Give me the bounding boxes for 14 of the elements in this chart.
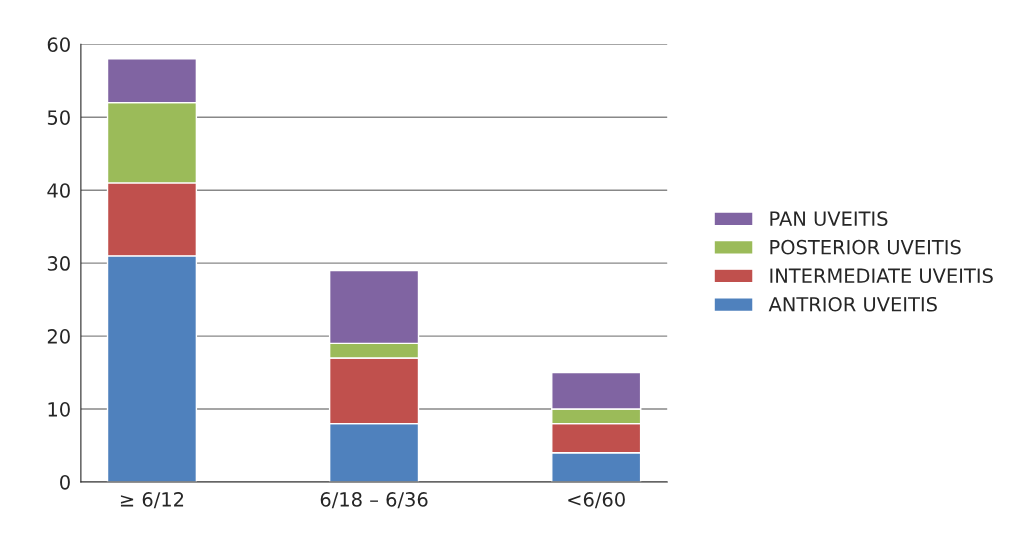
y-tick-label: 10 [48,401,70,417]
y-tick-label: 50 [47,110,70,125]
x-tick-label: 6/18 – 6/36 [320,492,428,509]
y-tick-label: 40 [47,183,70,198]
legend-label: POSTERIOR UVEITIS [770,239,961,255]
y-tick-label: 30 [47,256,70,271]
legend-label: INTERMEDIATE UVEITIS [770,268,993,284]
legend-label: PAN UVEITIS [770,211,888,226]
legend-label: ANTRIOR UVEITIS [768,296,937,312]
y-tick-label: 0 [60,474,70,490]
x-tick-label: ≥ 6/12 [120,492,184,509]
y-tick-label: 60 [47,37,70,52]
x-tick-label: <6/60 [568,492,625,509]
y-tick-label: 20 [47,329,70,344]
